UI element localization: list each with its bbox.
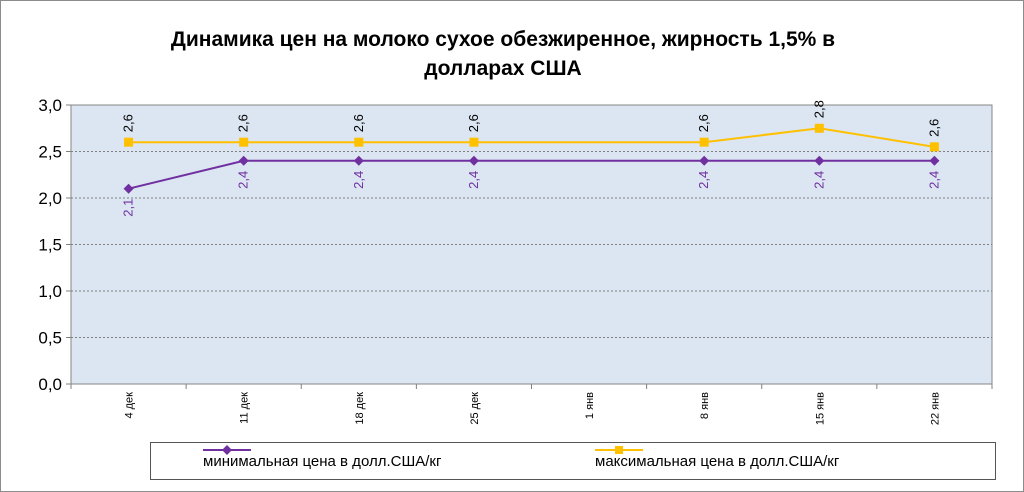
y-tick-label: 3,0 bbox=[38, 96, 62, 115]
x-tick-label: 18 дек bbox=[354, 392, 366, 425]
y-tick-label: 0,5 bbox=[38, 329, 62, 348]
data-label: 2,4 bbox=[696, 171, 711, 189]
chart-legend: минимальная цена в долл.США/кг максималь… bbox=[150, 442, 996, 480]
legend-marker-max bbox=[595, 446, 643, 454]
data-label: 2,6 bbox=[466, 114, 481, 132]
chart-title-line-2: долларах США bbox=[424, 57, 582, 80]
data-point bbox=[699, 137, 709, 147]
y-tick-label: 2,0 bbox=[38, 189, 62, 208]
x-tick-label: 8 янв bbox=[699, 392, 711, 419]
data-point bbox=[238, 155, 249, 166]
data-point bbox=[469, 137, 479, 147]
data-point bbox=[814, 123, 824, 133]
y-tick-label: 1,5 bbox=[38, 236, 62, 255]
data-label: 2,6 bbox=[351, 114, 366, 132]
data-point bbox=[124, 137, 134, 147]
data-label: 2,4 bbox=[236, 171, 251, 189]
data-point bbox=[929, 155, 940, 166]
x-tick-label: 11 дек bbox=[239, 392, 251, 424]
x-tick-label: 15 янв bbox=[814, 392, 826, 425]
data-label: 2,4 bbox=[466, 171, 481, 189]
y-tick-label: 1,0 bbox=[38, 282, 62, 301]
legend-item-max: максимальная цена в долл.США/кг bbox=[595, 443, 839, 479]
x-tick-label: 25 дек bbox=[469, 392, 481, 425]
legend-item-min: минимальная цена в долл.США/кг bbox=[203, 443, 441, 479]
data-point bbox=[123, 183, 134, 194]
chart-title: Динамика цен на молоко сухое обезжиренно… bbox=[1, 25, 1005, 83]
legend-label-max: максимальная цена в долл.США/кг bbox=[595, 452, 840, 470]
y-tick-label: 0,0 bbox=[38, 375, 62, 394]
data-label: 2,6 bbox=[926, 119, 941, 137]
legend-label-min: минимальная цена в долл.США/кг bbox=[203, 452, 442, 470]
data-label: 2,4 bbox=[811, 171, 826, 189]
data-label: 2,6 bbox=[236, 114, 251, 132]
chart-title-line-1: Динамика цен на молоко сухое обезжиренно… bbox=[170, 28, 836, 51]
data-point bbox=[239, 137, 249, 147]
data-point bbox=[929, 142, 939, 152]
data-point bbox=[814, 155, 825, 166]
data-label: 2,4 bbox=[926, 171, 941, 189]
legend-marker-min bbox=[203, 445, 251, 455]
data-label: 2,8 bbox=[811, 100, 826, 118]
data-point bbox=[468, 155, 479, 166]
data-point bbox=[353, 155, 364, 166]
data-point bbox=[699, 155, 710, 166]
data-label: 2,4 bbox=[351, 171, 366, 189]
x-tick-label: 1 янв bbox=[584, 392, 596, 419]
data-label: 2,6 bbox=[696, 114, 711, 132]
data-point bbox=[354, 137, 364, 147]
data-label: 2,6 bbox=[121, 114, 136, 132]
x-tick-label: 4 дек bbox=[124, 392, 136, 419]
x-tick-label: 22 янв bbox=[929, 392, 941, 425]
data-label: 2,1 bbox=[121, 199, 136, 217]
y-tick-label: 2,5 bbox=[38, 143, 62, 162]
line-chart: 0,0 0,5 1,0 1,5 2,0 2,5 3,0 4 дек 11 дек 18 дек 25… bbox=[38, 96, 993, 425]
